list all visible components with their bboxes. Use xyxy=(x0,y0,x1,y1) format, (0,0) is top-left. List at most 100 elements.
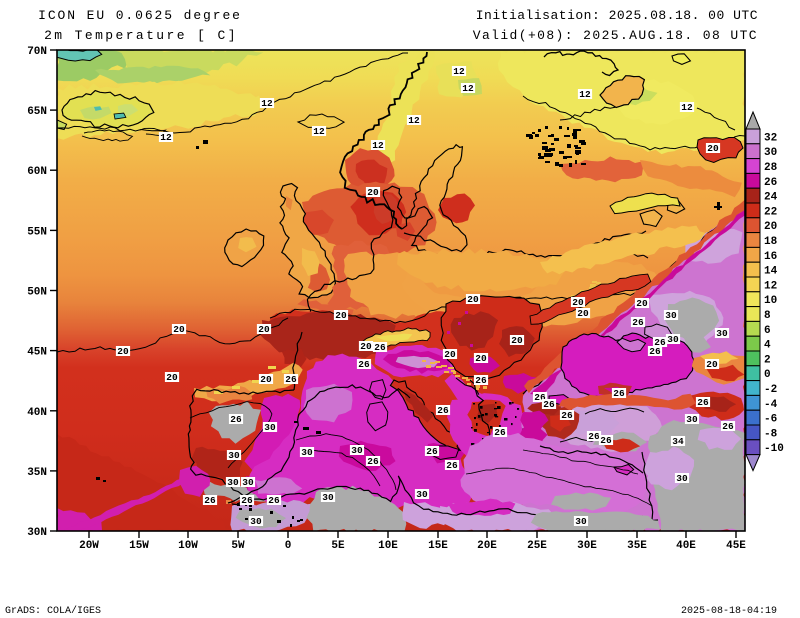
svg-text:12: 12 xyxy=(462,83,474,94)
svg-text:20: 20 xyxy=(260,374,272,385)
svg-text:5W: 5W xyxy=(231,540,245,552)
svg-text:26: 26 xyxy=(649,346,661,357)
svg-text:12: 12 xyxy=(313,126,325,137)
svg-text:-4: -4 xyxy=(764,399,778,411)
svg-text:14: 14 xyxy=(764,266,778,278)
svg-text:20: 20 xyxy=(367,187,379,198)
svg-text:28: 28 xyxy=(764,162,778,174)
svg-text:40E: 40E xyxy=(676,540,696,552)
svg-text:30: 30 xyxy=(351,445,363,456)
svg-text:20: 20 xyxy=(706,359,718,370)
svg-text:2m Temperature [ C]: 2m Temperature [ C] xyxy=(44,28,238,43)
svg-text:-8: -8 xyxy=(764,428,778,440)
svg-text:26: 26 xyxy=(285,374,297,385)
svg-text:20: 20 xyxy=(444,349,456,360)
svg-text:45E: 45E xyxy=(726,540,746,552)
svg-text:Initialisation: 2025.08.18. 00: Initialisation: 2025.08.18. 00 UTC xyxy=(476,8,758,23)
svg-text:26: 26 xyxy=(613,388,625,399)
svg-text:30: 30 xyxy=(322,492,334,503)
svg-text:40N: 40N xyxy=(27,407,47,419)
svg-text:20: 20 xyxy=(335,310,347,321)
svg-text:26: 26 xyxy=(475,375,487,386)
svg-text:50N: 50N xyxy=(27,287,47,299)
svg-text:20: 20 xyxy=(764,221,777,233)
svg-text:-2: -2 xyxy=(764,384,777,396)
svg-text:16: 16 xyxy=(764,251,777,263)
svg-text:30: 30 xyxy=(416,489,428,500)
svg-text:20: 20 xyxy=(636,298,648,309)
svg-text:12: 12 xyxy=(681,102,693,113)
svg-text:-10: -10 xyxy=(764,443,784,455)
svg-text:35N: 35N xyxy=(27,467,47,479)
svg-text:15W: 15W xyxy=(129,540,149,552)
svg-text:26: 26 xyxy=(588,431,600,442)
svg-text:26: 26 xyxy=(374,342,386,353)
svg-text:30: 30 xyxy=(665,310,677,321)
svg-text:26: 26 xyxy=(534,392,546,403)
svg-text:20: 20 xyxy=(173,324,185,335)
svg-text:45N: 45N xyxy=(27,347,47,359)
svg-text:12: 12 xyxy=(764,280,777,292)
svg-text:12: 12 xyxy=(261,98,273,109)
svg-text:0: 0 xyxy=(285,540,292,552)
svg-text:0: 0 xyxy=(764,369,771,381)
svg-text:26: 26 xyxy=(600,435,612,446)
svg-text:26: 26 xyxy=(230,414,242,425)
svg-text:30E: 30E xyxy=(577,540,597,552)
svg-text:8: 8 xyxy=(764,310,771,322)
svg-text:25E: 25E xyxy=(527,540,547,552)
svg-text:26: 26 xyxy=(241,495,253,506)
svg-text:30: 30 xyxy=(686,414,698,425)
svg-text:GrADS: COLA/IGES: GrADS: COLA/IGES xyxy=(5,605,101,617)
svg-text:20: 20 xyxy=(572,297,584,308)
svg-text:12: 12 xyxy=(579,89,591,100)
svg-text:26: 26 xyxy=(268,495,280,506)
svg-text:20: 20 xyxy=(707,143,719,154)
svg-text:30: 30 xyxy=(575,516,587,527)
svg-text:12: 12 xyxy=(372,140,384,151)
svg-text:20W: 20W xyxy=(79,540,99,552)
svg-text:Valid(+08): 2025.AUG.18. 08 UT: Valid(+08): 2025.AUG.18. 08 UTC xyxy=(473,28,758,43)
svg-text:24: 24 xyxy=(764,192,778,204)
svg-text:20: 20 xyxy=(166,372,178,383)
svg-text:26: 26 xyxy=(697,397,709,408)
svg-text:5E: 5E xyxy=(331,540,345,552)
svg-text:30: 30 xyxy=(301,447,313,458)
svg-text:65N: 65N xyxy=(27,106,47,118)
svg-text:4: 4 xyxy=(764,340,771,352)
svg-text:30: 30 xyxy=(228,450,240,461)
svg-text:10: 10 xyxy=(764,295,777,307)
svg-text:12: 12 xyxy=(160,132,172,143)
svg-text:30: 30 xyxy=(764,147,777,159)
svg-text:20E: 20E xyxy=(477,540,497,552)
svg-text:30: 30 xyxy=(716,328,728,339)
svg-text:30: 30 xyxy=(242,477,254,488)
svg-text:18: 18 xyxy=(764,236,778,248)
svg-text:30N: 30N xyxy=(27,527,47,539)
svg-text:32: 32 xyxy=(764,132,777,144)
svg-text:6: 6 xyxy=(764,325,771,337)
svg-text:30: 30 xyxy=(227,477,239,488)
svg-text:20: 20 xyxy=(511,335,523,346)
svg-text:26: 26 xyxy=(722,421,734,432)
svg-text:26: 26 xyxy=(561,410,573,421)
svg-text:26: 26 xyxy=(543,399,555,410)
svg-text:26: 26 xyxy=(437,405,449,416)
svg-text:70N: 70N xyxy=(27,46,47,58)
svg-text:26: 26 xyxy=(632,317,644,328)
svg-text:30: 30 xyxy=(250,516,262,527)
svg-text:26: 26 xyxy=(654,337,666,348)
svg-text:12: 12 xyxy=(453,66,465,77)
svg-text:30: 30 xyxy=(667,334,679,345)
svg-text:ICON EU 0.0625 degree: ICON EU 0.0625 degree xyxy=(38,8,242,23)
svg-text:26: 26 xyxy=(446,460,458,471)
svg-text:20: 20 xyxy=(467,294,479,305)
svg-text:10E: 10E xyxy=(378,540,398,552)
svg-text:26: 26 xyxy=(426,446,438,457)
svg-text:22: 22 xyxy=(764,206,777,218)
svg-text:20: 20 xyxy=(360,341,372,352)
svg-text:2: 2 xyxy=(764,354,771,366)
svg-text:26: 26 xyxy=(358,359,370,370)
svg-text:26: 26 xyxy=(494,427,506,438)
svg-text:34: 34 xyxy=(672,436,684,447)
